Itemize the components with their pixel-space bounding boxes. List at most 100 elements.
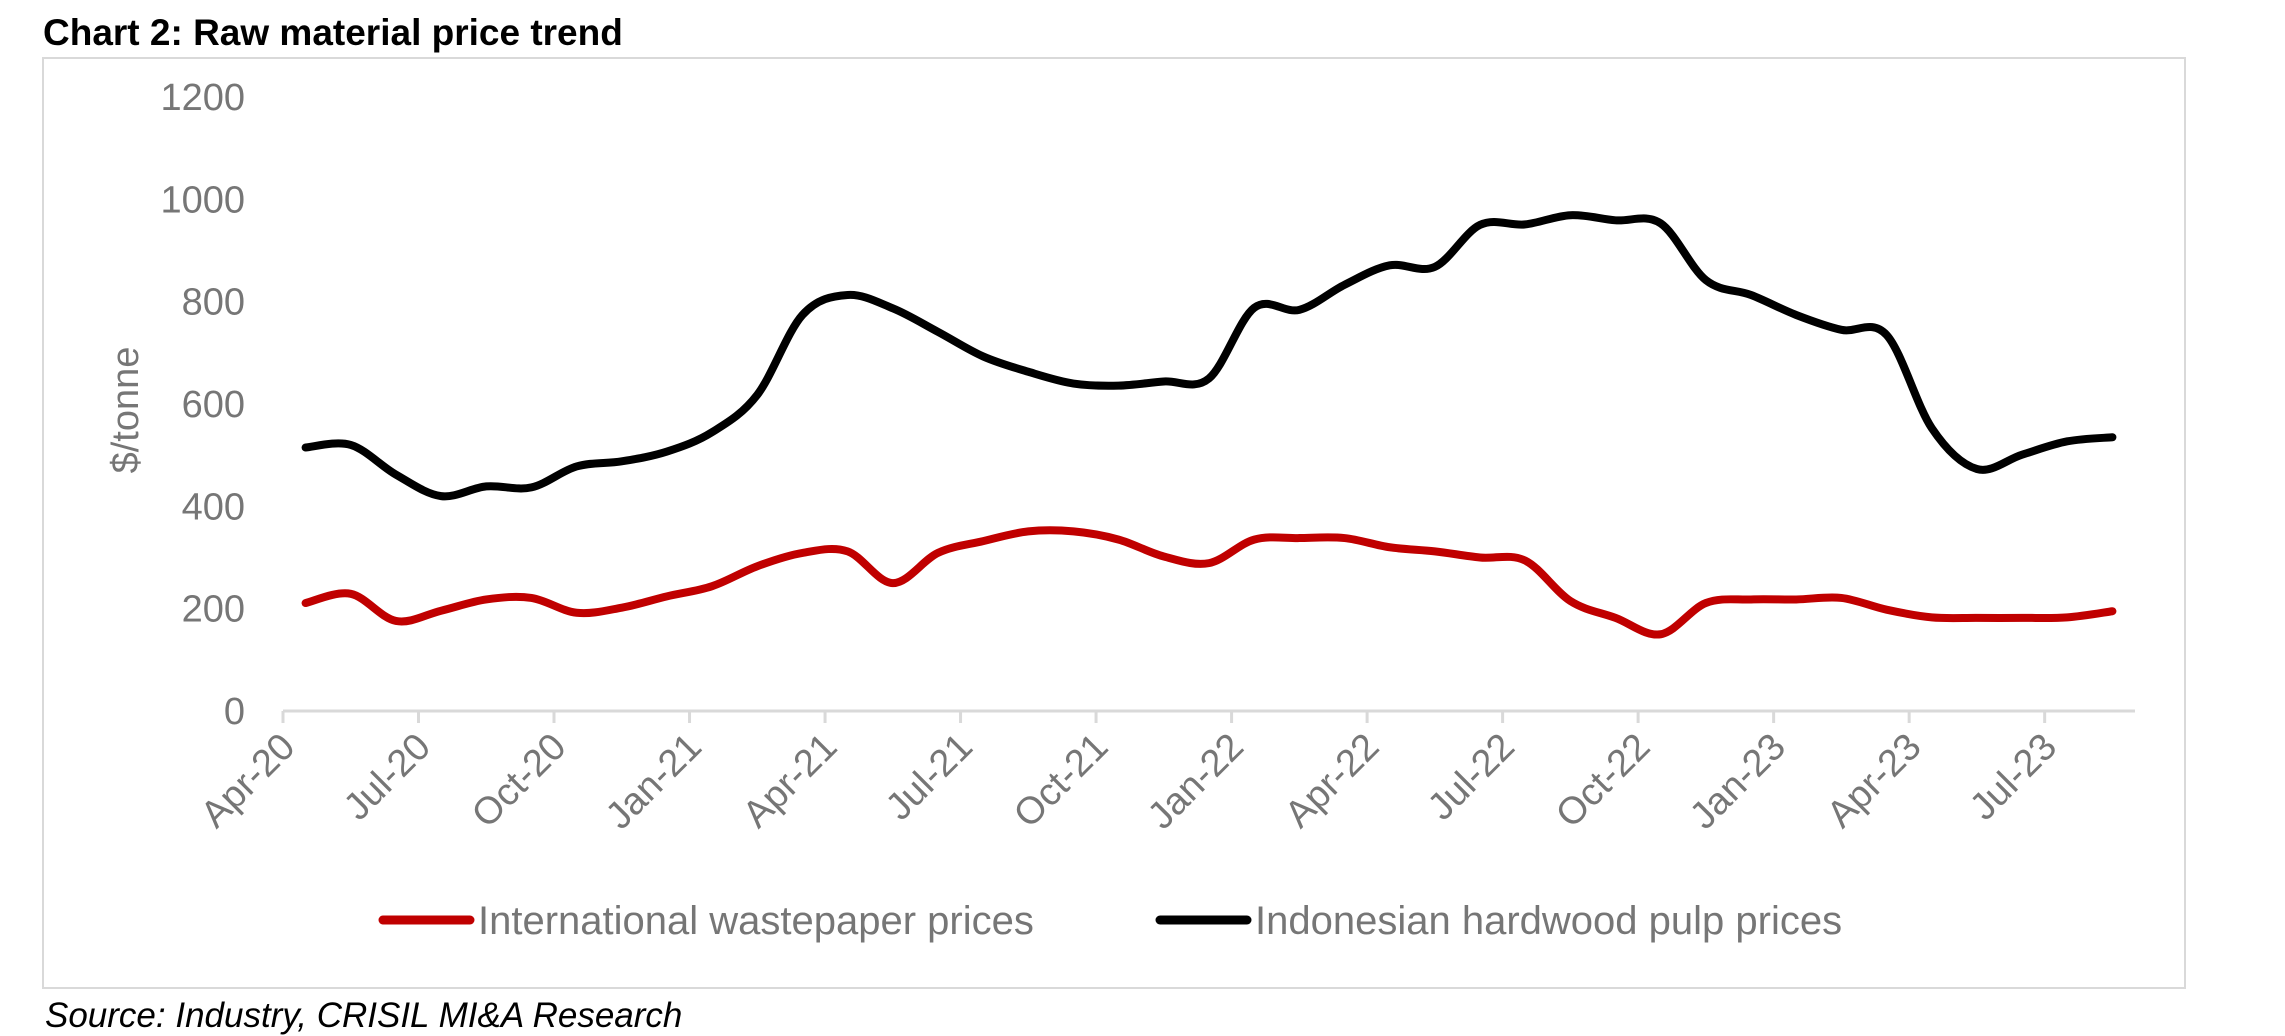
x-tick-label: Apr-23 bbox=[1819, 726, 1929, 836]
data-point bbox=[348, 591, 354, 597]
data-point bbox=[1929, 425, 1935, 431]
data-point bbox=[754, 392, 760, 398]
data-point bbox=[1567, 212, 1573, 218]
data-point bbox=[845, 548, 851, 554]
data-point bbox=[1342, 535, 1348, 541]
data-point bbox=[1251, 537, 1257, 543]
series-lines bbox=[301, 211, 2117, 639]
data-point bbox=[348, 442, 354, 448]
data-point bbox=[619, 458, 625, 464]
legend-label: Indonesian hardwood pulp prices bbox=[1255, 899, 1842, 943]
data-point bbox=[1748, 596, 1754, 602]
chart-title: Chart 2: Raw material price trend bbox=[43, 12, 623, 53]
data-point bbox=[574, 463, 580, 469]
x-tick-label: Apr-20 bbox=[193, 726, 303, 836]
x-tick-label: Jan-23 bbox=[1682, 726, 1794, 838]
data-point bbox=[2064, 438, 2070, 444]
x-tick-label: Oct-20 bbox=[464, 726, 574, 836]
data-point bbox=[1116, 383, 1122, 389]
series-line-hardwood-pulp bbox=[301, 211, 2117, 501]
data-point bbox=[709, 583, 715, 589]
x-tick-label: Jan-21 bbox=[598, 726, 710, 838]
data-point bbox=[303, 444, 309, 450]
data-point bbox=[1929, 614, 1935, 620]
data-point bbox=[483, 483, 489, 489]
data-point bbox=[619, 605, 625, 611]
data-point bbox=[1884, 607, 1890, 613]
y-axis-ticks: 0 200 400 600 800 1000 1200 bbox=[160, 77, 245, 733]
data-point bbox=[1838, 595, 1844, 601]
y-tick-label: 600 bbox=[182, 384, 245, 426]
x-tick-label: Jul-20 bbox=[336, 726, 439, 829]
x-axis: Apr-20 Jul-20 Oct-20 Jan-21 Apr-21 Jul-21 Oct-… bbox=[193, 709, 2135, 838]
data-point bbox=[2019, 452, 2025, 458]
x-tick-label: Apr-22 bbox=[1277, 726, 1387, 836]
data-point bbox=[1658, 631, 1664, 637]
data-point bbox=[528, 484, 534, 490]
data-point bbox=[1793, 312, 1799, 318]
data-point bbox=[664, 593, 670, 599]
data-point bbox=[438, 608, 444, 614]
data-point bbox=[664, 449, 670, 455]
x-tick-label: Oct-22 bbox=[1548, 726, 1658, 836]
y-tick-label: 400 bbox=[182, 486, 245, 528]
data-point bbox=[393, 472, 399, 478]
data-point bbox=[2109, 434, 2115, 440]
chart-frame bbox=[42, 57, 2186, 989]
data-point bbox=[2109, 608, 2115, 614]
data-point bbox=[483, 596, 489, 602]
x-tick-label: Oct-21 bbox=[1006, 726, 1116, 836]
data-point bbox=[1342, 282, 1348, 288]
data-point bbox=[1070, 381, 1076, 387]
data-point bbox=[1070, 528, 1076, 534]
data-point bbox=[1025, 369, 1031, 375]
data-point bbox=[1613, 217, 1619, 223]
data-point bbox=[1703, 277, 1709, 283]
data-point bbox=[574, 610, 580, 616]
y-tick-label: 200 bbox=[182, 589, 245, 631]
data-point bbox=[438, 493, 444, 499]
data-point bbox=[1432, 548, 1438, 554]
data-point bbox=[1477, 555, 1483, 561]
data-point bbox=[2064, 614, 2070, 620]
data-point bbox=[1793, 596, 1799, 602]
data-point bbox=[1025, 528, 1031, 534]
data-point bbox=[754, 563, 760, 569]
data-point bbox=[1161, 553, 1167, 559]
data-point bbox=[2019, 615, 2025, 621]
data-point bbox=[845, 292, 851, 298]
data-point bbox=[890, 580, 896, 586]
y-axis-label: $/tonne bbox=[105, 347, 147, 474]
data-point bbox=[1296, 535, 1302, 541]
y-tick-label: 0 bbox=[224, 691, 245, 733]
source-note: Source: Industry, CRISIL MI&A Research bbox=[45, 996, 683, 1035]
data-point bbox=[1974, 615, 1980, 621]
legend: International wastepaper prices Indonesia… bbox=[378, 899, 1842, 943]
data-point bbox=[980, 538, 986, 544]
x-tick-label: Apr-21 bbox=[735, 726, 845, 836]
data-point bbox=[1748, 292, 1754, 298]
data-point bbox=[1613, 615, 1619, 621]
data-point bbox=[1206, 560, 1212, 566]
data-point bbox=[1522, 558, 1528, 564]
data-point bbox=[1838, 327, 1844, 333]
x-tick-label: Jul-22 bbox=[1420, 726, 1523, 829]
y-tick-label: 1200 bbox=[160, 77, 245, 119]
data-point bbox=[1161, 378, 1167, 384]
data-point bbox=[528, 595, 534, 601]
x-tick-label: Jan-22 bbox=[1140, 726, 1252, 838]
data-point bbox=[1116, 537, 1122, 543]
data-point bbox=[799, 550, 805, 556]
data-point bbox=[980, 353, 986, 359]
data-point bbox=[799, 312, 805, 318]
data-point bbox=[1296, 307, 1302, 313]
data-point bbox=[303, 600, 309, 606]
data-point bbox=[1432, 264, 1438, 270]
data-point bbox=[1703, 600, 1709, 606]
series-line-wastepaper bbox=[301, 526, 2117, 639]
y-tick-label: 800 bbox=[182, 282, 245, 324]
data-point bbox=[1387, 262, 1393, 268]
y-tick-label: 1000 bbox=[160, 179, 245, 221]
x-tick-label: Jul-21 bbox=[878, 726, 981, 829]
